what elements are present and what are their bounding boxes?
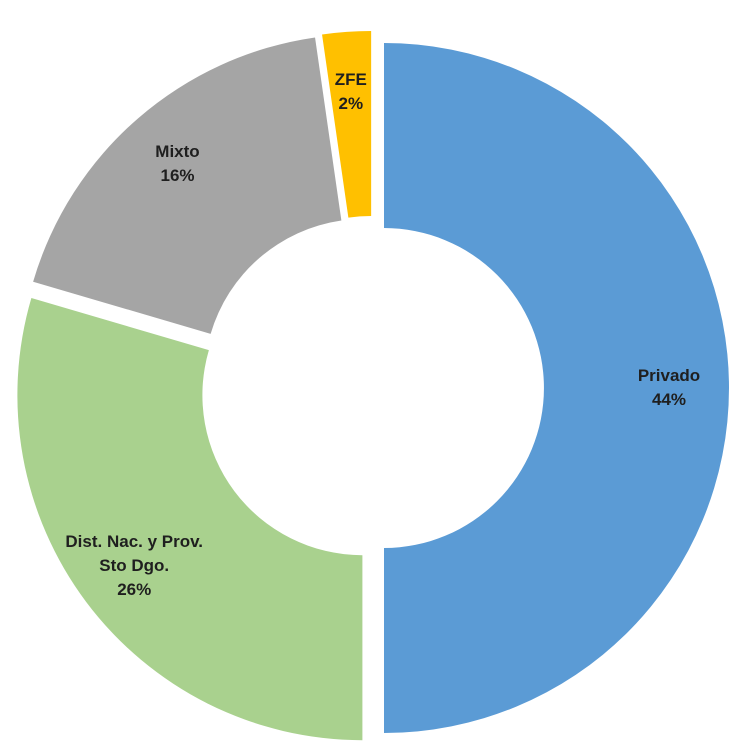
donut-slice <box>322 31 372 218</box>
slice-name: Mixto <box>155 141 200 161</box>
slice-label: ZFE 2% <box>326 68 376 116</box>
slice-name: ZFE <box>334 69 367 89</box>
slice-name: Privado <box>637 366 701 385</box>
donut-slice <box>17 297 363 741</box>
slice-value: 2% <box>338 93 364 113</box>
slice-label: Privado 44% <box>594 364 737 412</box>
slice-value: 26% <box>117 579 152 599</box>
slice-value: 16% <box>160 165 195 185</box>
slice-label: Dist. Nac. y Prov. Sto Dgo. 26% <box>59 530 209 602</box>
slice-name: Dist. Nac. y Prov. Sto Dgo. <box>65 531 204 575</box>
donut-slice <box>33 37 342 334</box>
donut-slice <box>384 43 729 733</box>
slice-label: Mixto 16% <box>103 140 253 188</box>
slice-value: 44% <box>651 390 687 409</box>
